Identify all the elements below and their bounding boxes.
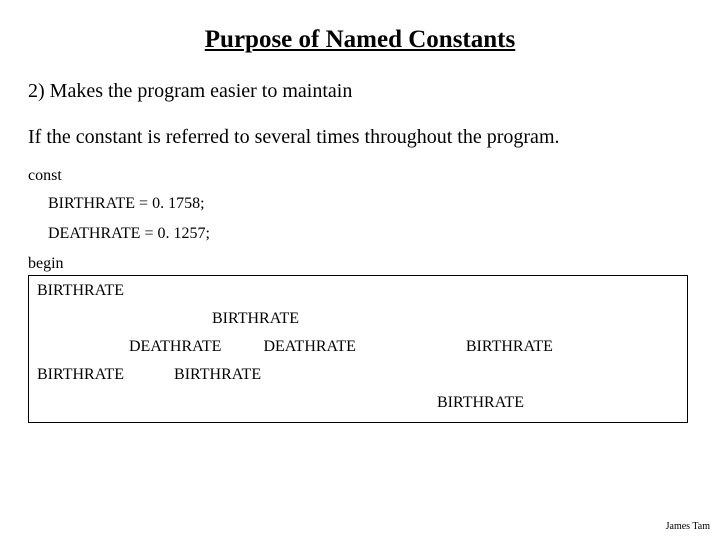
birthrate-ref: BIRTHRATE [174,366,261,384]
birthrate-ref: BIRTHRATE [466,338,553,356]
usage-box: BIRTHRATE BIRTHRATE DEATHRATE DEATHRATE … [28,275,688,423]
box-row: BIRTHRATE [37,310,679,328]
deathrate-ref: DEATHRATE [129,338,221,356]
birthrate-ref: BIRTHRATE [37,282,124,300]
birthrate-declaration: BIRTHRATE = 0. 1758; [48,195,692,213]
box-row: BIRTHRATE [37,394,679,412]
const-keyword: const [28,167,692,185]
deathrate-declaration: DEATHRATE = 0. 1257; [48,225,692,243]
point-2-heading: 2) Makes the program easier to maintain [28,80,692,103]
begin-keyword: begin [28,255,692,273]
box-row: BIRTHRATE [37,282,679,300]
code-block: const BIRTHRATE = 0. 1758; DEATHRATE = 0… [28,167,692,423]
box-row: DEATHRATE DEATHRATE BIRTHRATE [37,338,679,356]
slide-title: Purpose of Named Constants [28,26,692,54]
birthrate-ref: BIRTHRATE [437,394,524,412]
birthrate-ref: BIRTHRATE [37,366,124,384]
birthrate-ref: BIRTHRATE [212,310,299,328]
deathrate-ref: DEATHRATE [263,338,355,356]
box-row: BIRTHRATE BIRTHRATE [37,366,679,384]
point-2-body: If the constant is referred to several t… [28,125,692,149]
author-footer: James Tam [666,521,710,532]
